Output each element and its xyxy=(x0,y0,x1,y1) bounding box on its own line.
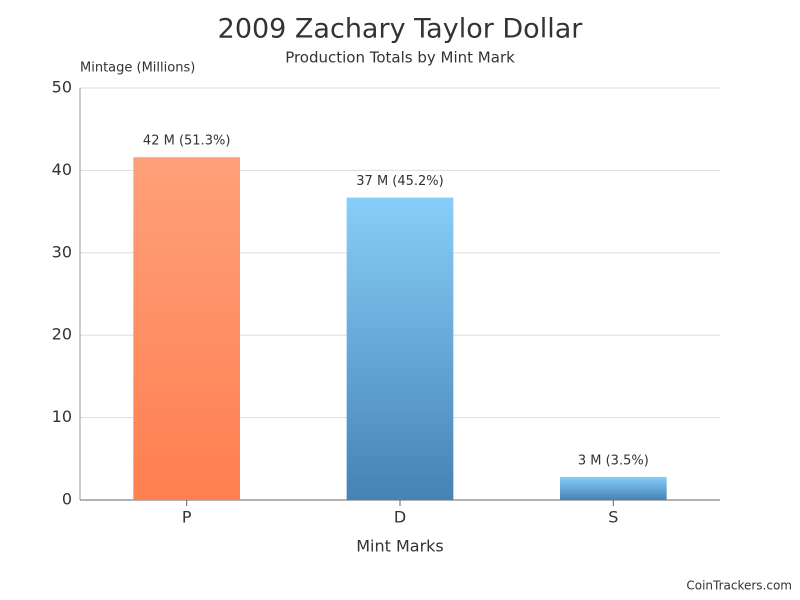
x-tick-label: S xyxy=(608,508,618,527)
data-label: 37 M (45.2%) xyxy=(356,174,443,189)
data-label: 42 M (51.3%) xyxy=(143,134,230,149)
bar xyxy=(133,157,240,500)
chart-subtitle: Production Totals by Mint Mark xyxy=(285,49,515,67)
y-tick-label: 40 xyxy=(52,160,72,179)
y-tick-label: 30 xyxy=(52,242,72,261)
x-tick-label: P xyxy=(182,508,192,527)
y-tick-label: 50 xyxy=(52,78,72,97)
chart-title: 2009 Zachary Taylor Dollar xyxy=(218,14,584,45)
data-label: 3 M (3.5%) xyxy=(578,453,649,468)
y-tick-label: 20 xyxy=(52,325,72,344)
y-tick-label: 10 xyxy=(52,407,72,426)
y-axis-title: Mintage (Millions) xyxy=(80,61,195,76)
x-axis-title: Mint Marks xyxy=(356,537,444,556)
bar xyxy=(346,197,454,501)
y-tick-label: 0 xyxy=(62,490,72,509)
x-tick-label: D xyxy=(394,508,406,527)
footer: CoinTrackers.com xyxy=(686,579,792,593)
bar xyxy=(560,476,667,500)
